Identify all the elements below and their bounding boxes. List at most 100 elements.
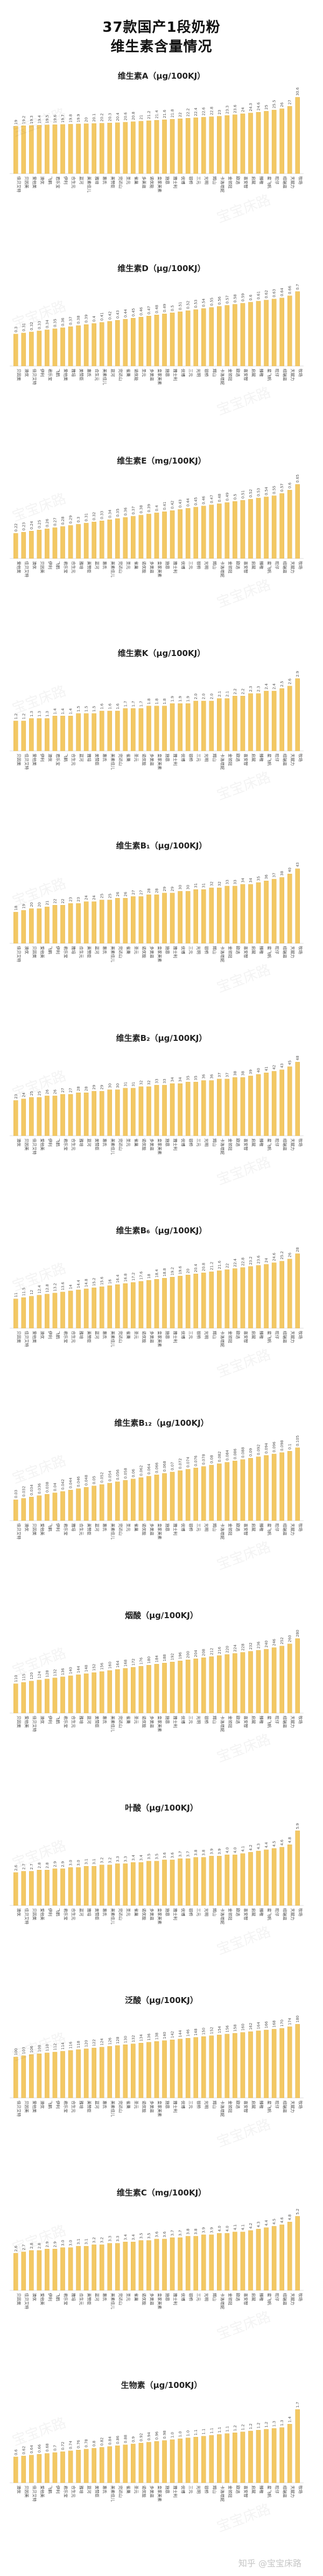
data-label: 0.39 bbox=[85, 314, 89, 323]
category-label: 施恩 bbox=[165, 1908, 171, 1917]
vitamin-chart: 维生素K（μg/100KJ） 1.2 贝因美 1.2 佳贝艾特 1.3 爱他美 1.3 伊利 1.… bbox=[0, 638, 323, 826]
category-label: 启赋 bbox=[251, 946, 256, 955]
data-label: 20.4 bbox=[116, 113, 120, 121]
chart-title: 维生素B₆（μg/100KJ） bbox=[116, 1226, 207, 1235]
data-label: 25 bbox=[108, 894, 112, 899]
bar bbox=[68, 1675, 73, 1714]
bar bbox=[264, 111, 269, 174]
category-label: 合生元 bbox=[79, 2293, 85, 2305]
bar bbox=[287, 489, 292, 559]
bar bbox=[185, 2038, 191, 2098]
category-label: 贝因美 bbox=[24, 176, 30, 189]
category-label: 合生元 bbox=[71, 754, 76, 766]
bar bbox=[240, 1077, 245, 1136]
data-label: 35 bbox=[194, 1075, 198, 1080]
data-label: 0.51 bbox=[178, 302, 182, 310]
vitamin-chart: 叶酸（μg/100KJ） 2.6 澳优 2.7 佳贝艾特 2.7 贝因美 2.8 爱他美 2.8 伊… bbox=[0, 1792, 323, 1981]
bar bbox=[107, 1483, 113, 1521]
data-label: 0.37 bbox=[131, 506, 136, 515]
bar bbox=[29, 908, 34, 944]
category-label: 旺仔 bbox=[275, 2293, 280, 2302]
category-label: 纽瑞滋 bbox=[283, 2485, 288, 2498]
category-label: 圣元 bbox=[126, 176, 131, 184]
category-label: 金领冠 bbox=[228, 2101, 233, 2113]
data-label: 26 bbox=[45, 1089, 50, 1094]
bar bbox=[138, 515, 144, 559]
data-label: 180 bbox=[296, 2015, 300, 2022]
category-label: 欧选 bbox=[235, 1331, 241, 1339]
bar bbox=[295, 2216, 300, 2291]
category-label: 金领冠 bbox=[228, 1138, 233, 1151]
category-label: 美赞臣 bbox=[87, 2293, 92, 2305]
category-label: 辉山 bbox=[212, 2293, 217, 2301]
category-label: 澳优 bbox=[40, 1331, 45, 1339]
data-label: 0.052 bbox=[100, 1472, 104, 1483]
bar bbox=[146, 1280, 151, 1329]
bar bbox=[83, 1487, 89, 1521]
data-label: 0.41 bbox=[100, 312, 104, 321]
bar bbox=[178, 2237, 182, 2291]
bar bbox=[287, 1845, 292, 1906]
bar bbox=[83, 2449, 89, 2483]
data-label: 1.1 bbox=[202, 2428, 206, 2434]
data-label: 3.9 bbox=[202, 2227, 206, 2233]
category-label: 三元 bbox=[196, 1138, 201, 1147]
data-label: 0.036 bbox=[37, 1483, 41, 1494]
data-label: 23 bbox=[14, 1094, 18, 1099]
data-label: 0.6 bbox=[249, 294, 253, 301]
category-label: 三元 bbox=[196, 1523, 201, 1532]
bar bbox=[201, 2436, 206, 2483]
bar bbox=[52, 125, 58, 174]
data-label: 38 bbox=[233, 1071, 237, 1076]
bar bbox=[217, 1856, 222, 1906]
data-label: 0.3 bbox=[76, 516, 81, 522]
data-label: 36 bbox=[264, 874, 269, 879]
data-label: 3.7 bbox=[171, 2230, 175, 2236]
category-label: 纽瑞滋 bbox=[283, 561, 288, 574]
bar bbox=[29, 125, 34, 174]
data-label: 0.53 bbox=[194, 300, 198, 308]
category-label: 圣元 bbox=[134, 2485, 138, 2494]
bar bbox=[170, 893, 175, 944]
data-label: 0.96 bbox=[155, 2431, 159, 2440]
bar bbox=[45, 2053, 50, 2098]
category-label: 星飞帆 bbox=[267, 2101, 272, 2113]
bar bbox=[217, 503, 222, 559]
data-label: 21 bbox=[45, 901, 50, 906]
bar bbox=[240, 884, 245, 944]
data-label: 0.63 bbox=[272, 289, 277, 298]
data-label: 0.28 bbox=[61, 516, 65, 525]
category-label: 合生元 bbox=[79, 946, 85, 958]
bar bbox=[29, 1296, 34, 1329]
bar bbox=[240, 303, 245, 367]
bar bbox=[240, 1652, 245, 1714]
category-label: 圣元 bbox=[134, 1716, 138, 1724]
bar bbox=[201, 308, 206, 367]
bar bbox=[224, 1079, 230, 1136]
bar bbox=[13, 2056, 18, 2098]
chart-title: 维生素A（μg/100KJ） bbox=[118, 71, 205, 81]
bar bbox=[146, 1086, 151, 1136]
chart-title: 烟酸（μg/100KJ） bbox=[125, 1611, 198, 1620]
category-label: 伊利 bbox=[64, 176, 69, 184]
category-label: 爱他美 bbox=[32, 176, 37, 189]
bar bbox=[138, 1666, 144, 1714]
bar bbox=[279, 688, 284, 751]
data-label: 4.1 bbox=[241, 2224, 245, 2230]
data-label: 168 bbox=[272, 2020, 277, 2027]
category-label: 合生元 bbox=[71, 1716, 76, 1728]
category-label: 欧选 bbox=[235, 561, 241, 570]
category-label: 皇家美素 bbox=[157, 176, 163, 192]
data-label: 34 bbox=[178, 1077, 182, 1082]
bar bbox=[201, 1080, 206, 1136]
category-label: 辉山 bbox=[212, 176, 217, 184]
category-label: 卡洛塔妮 bbox=[220, 754, 225, 770]
category-label: 惠氏 bbox=[102, 1331, 108, 1339]
data-label: 0.46 bbox=[139, 307, 143, 315]
category-label: 银桥 bbox=[196, 1331, 202, 1339]
bar bbox=[131, 1479, 136, 1521]
bar bbox=[193, 1274, 198, 1329]
data-label: 0.49 bbox=[225, 493, 229, 501]
bar bbox=[146, 1476, 151, 1521]
category-label: 星飞帆 bbox=[267, 946, 272, 958]
